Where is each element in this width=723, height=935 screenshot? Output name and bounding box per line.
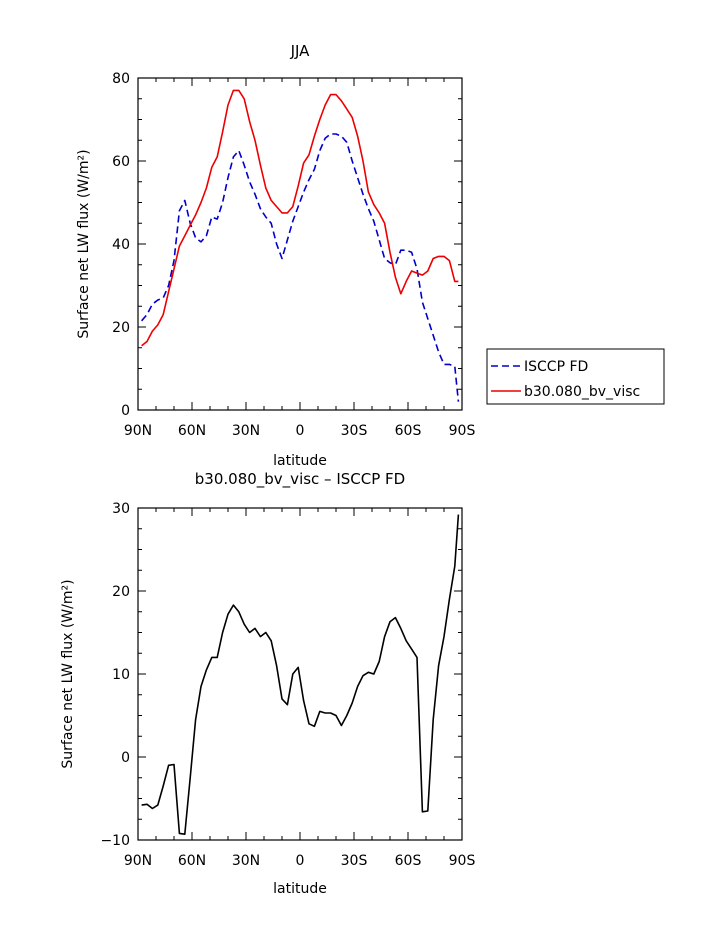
bottom-y-tick-label: 30 [112,501,130,517]
top-x-tick-label: 90N [124,423,152,439]
top-x-tick-label: 60N [178,423,206,439]
legend-label-b30: b30.080_bv_visc [524,384,640,400]
top-y-tick-label: 40 [112,237,130,253]
bottom-y-tick-label: 0 [121,750,130,766]
top-x-tick-label: 30S [341,423,368,439]
bottom-x-tick-label: 90S [449,853,476,869]
top-y-tick-label: 0 [121,403,130,419]
top-x-tick-label: 0 [296,423,305,439]
bottom-y-tick-label: 20 [112,584,130,600]
bottom-panel: b30.080_bv_visc – ISCCP FD latitude Surf… [60,470,475,897]
bottom-x-tick-label: 90N [124,853,152,869]
top-plot-frame [137,77,463,411]
top-y-tick-label: 60 [112,154,130,170]
bottom-x-tick-label: 60S [395,853,422,869]
top-y-tick-label: 20 [112,320,130,336]
top-x-tick-label: 90S [449,423,476,439]
top-y-tick-label: 80 [112,71,130,87]
bottom-series-line-difference [141,514,460,836]
top-x-tick-label: 60S [395,423,422,439]
bottom-x-tick-label: 30S [341,853,368,869]
bottom-x-tick-label: 60N [178,853,206,869]
bottom-x-tick-label: 30N [232,853,260,869]
top-series-line-isccp-fd [140,133,460,402]
top-chart-title: JJA [290,42,311,60]
top-series-line-b30-080-bv-visc [141,89,459,347]
bottom-x-axis-label: latitude [273,881,327,897]
top-x-axis-label: latitude [273,453,327,469]
bottom-x-tick-label: 0 [296,853,305,869]
legend-label-isccp-fd: ISCCP FD [524,359,588,375]
bottom-chart-title: b30.080_bv_visc – ISCCP FD [195,470,405,489]
top-panel: JJA latitude Surface net LW flux (W/m²) … [76,42,665,469]
bottom-y-axis-label: Surface net LW flux (W/m²) [60,579,76,768]
bottom-y-tick-label: −10 [100,833,130,849]
top-x-tick-label: 30N [232,423,260,439]
legend: ISCCP FD b30.080_bv_visc [486,348,665,405]
legend-box [486,348,665,405]
top-y-axis-label: Surface net LW flux (W/m²) [76,149,92,338]
bottom-y-tick-label: 10 [112,667,130,683]
